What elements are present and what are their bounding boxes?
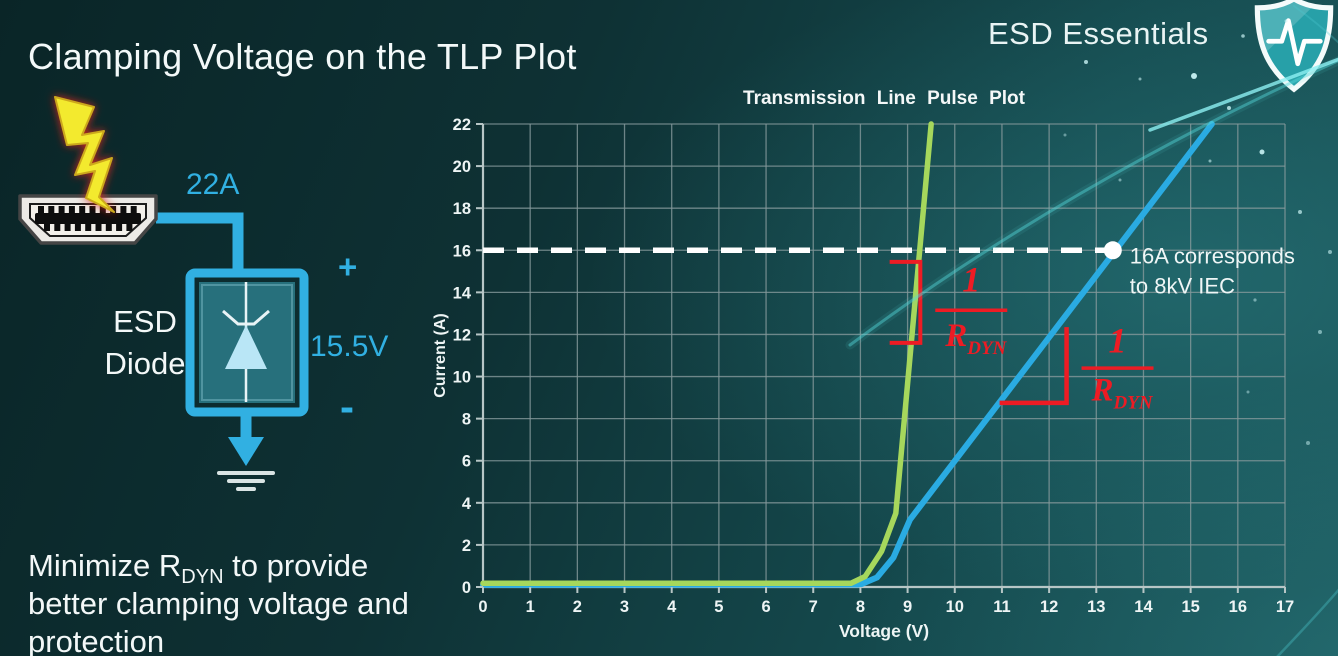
esd-diode-label: ESD Diode [94,301,196,385]
rdyn-slope-legs [999,327,1069,406]
y-tick-label: 6 [462,453,471,471]
note-suffix: to provide better clamping voltage and p… [28,548,409,656]
y-tick-label: 4 [462,495,472,513]
x-tick-label: 14 [1134,598,1153,616]
esd-diode-label-line2: Diode [104,346,186,381]
surge-current-label: 22A [186,168,240,201]
y-tick-label: 20 [453,158,471,176]
wire [156,212,244,275]
blue-curve [480,121,1215,588]
page-title: Clamping Voltage on the TLP Plot [28,36,577,78]
x-tick-label: 7 [809,598,818,616]
rdyn-fraction-denominator-1: RDYN [1091,373,1154,414]
x-tick-label: 12 [1040,598,1058,616]
tvs-diode-symbol [185,268,309,417]
x-tick-label: 5 [714,598,723,616]
x-tick-label: 4 [667,598,677,616]
y-tick-label: 10 [453,369,471,387]
hdmi-connector-icon [18,194,158,245]
rdyn-fraction-denominator-0: RDYN [944,318,1007,359]
marker-label-line1: 16A corresponds [1130,243,1295,268]
y-tick-label: 16 [453,242,471,260]
y-tick-label: 2 [462,537,471,555]
brand-name: ESD Essentials [988,16,1209,51]
y-tick-label: 0 [462,579,471,597]
x-tick-label: 2 [573,598,582,616]
x-axis-title: Voltage (V) [839,621,929,641]
y-tick-label: 12 [453,326,471,344]
plus-label: + [338,248,358,285]
rdyn-slope-bracket [889,259,923,345]
ground-symbol [217,471,275,491]
shield-pulse-icon [1254,0,1334,93]
arrow-head [228,437,264,466]
takeaway-note: Minimize RDYN to provide better clamping… [28,547,446,656]
x-tick-label: 8 [856,598,865,616]
x-tick-label: 0 [478,598,487,616]
rdyn-fraction-numerator-0: 1 [962,259,980,299]
lightning-bolt-icon [54,96,115,213]
x-tick-label: 16 [1229,598,1247,616]
x-tick-label: 17 [1276,598,1294,616]
minus-label: - [340,383,354,430]
x-tick-label: 13 [1087,598,1105,616]
x-tick-label: 11 [993,598,1010,616]
esd-diode-label-line1: ESD [113,304,177,339]
marker-dot [1103,241,1122,260]
esd-circuit-diagram [18,96,309,491]
x-tick-label: 1 [526,598,535,616]
x-tick-label: 3 [620,598,629,616]
y-tick-label: 14 [453,284,472,302]
y-tick-label: 22 [453,116,471,134]
y-tick-label: 8 [462,411,471,429]
marker-label-line2: to 8kV IEC [1130,273,1235,298]
rdyn-fraction-numerator-1: 1 [1109,320,1127,360]
chart-title: Transmission Line Pulse Plot [743,88,1025,109]
x-tick-label: 9 [903,598,912,616]
y-tick-label: 18 [453,200,471,218]
x-tick-label: 15 [1181,598,1199,616]
x-tick-label: 10 [946,598,964,616]
x-tick-label: 6 [761,598,770,616]
green-curve [480,121,934,586]
tlp-chart: 16A corresponds to 8kV IEC 1 RDYN 1 RDYN 0 1 2 3 4… [432,116,1295,641]
note-prefix: Minimize R [28,548,182,583]
note-subscript: DYN [181,566,224,589]
y-axis-title: Current (A) [432,313,449,397]
clamping-voltage-label: 15.5V [310,330,389,363]
